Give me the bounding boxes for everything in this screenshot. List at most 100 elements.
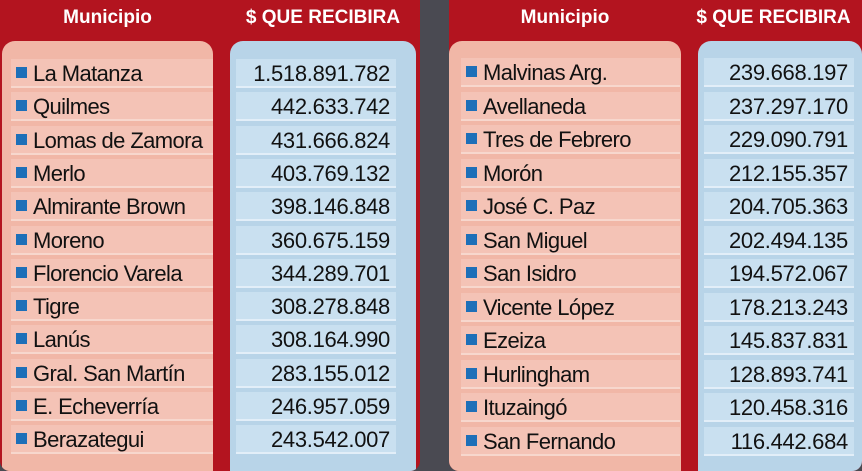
table-row-value: 204.705.363 — [704, 192, 854, 221]
table-row-value: 194.572.067 — [704, 259, 854, 288]
square-bullet-icon — [466, 100, 477, 111]
table-row-municipio: San Isidro — [461, 259, 680, 288]
municipio-label: Hurlingham — [483, 362, 590, 387]
header-que-recibira: $ QUE RECIBIRA — [696, 7, 851, 28]
table-row-municipio: Merlo — [11, 159, 213, 188]
square-bullet-icon — [16, 400, 27, 411]
table-row-municipio: Almirante Brown — [11, 192, 213, 221]
table-row-municipio: Morón — [461, 159, 680, 188]
table-row-value: 212.155.357 — [704, 159, 854, 188]
table-row-municipio: Ezeiza — [461, 326, 680, 355]
table-row-municipio: Malvinas Arg. — [461, 58, 680, 87]
table-row-municipio: Moreno — [11, 226, 213, 255]
table-right: Municipio $ QUE RECIBIRA Malvinas Arg. 23… — [449, 0, 862, 471]
square-bullet-icon — [466, 267, 477, 278]
municipio-label: Berazategui — [33, 427, 144, 452]
table-row-value: 1.518.891.782 — [236, 59, 396, 88]
table-row-municipio: Vicente López — [461, 293, 680, 322]
municipio-label: José C. Paz — [483, 194, 596, 219]
square-bullet-icon — [16, 67, 27, 78]
municipio-label: San Fernando — [483, 429, 616, 454]
square-bullet-icon — [466, 167, 477, 178]
square-bullet-icon — [466, 368, 477, 379]
header-municipio: Municipio — [520, 7, 610, 28]
municipio-label: Vicente López — [483, 295, 615, 320]
table-row-value: 243.542.007 — [236, 425, 396, 454]
municipio-label: Almirante Brown — [33, 194, 186, 219]
square-bullet-icon — [466, 435, 477, 446]
municipio-label: Tres de Febrero — [483, 127, 632, 152]
municipio-label: E. Echeverría — [33, 394, 159, 419]
table-row-municipio: La Matanza — [11, 59, 213, 88]
table-row-value: 237.297.170 — [704, 92, 854, 121]
table-row-municipio: Avellaneda — [461, 92, 680, 121]
municipio-label: Ituzaingó — [483, 395, 567, 420]
municipio-label: Tigre — [33, 294, 80, 319]
municipio-label: Gral. San Martín — [33, 361, 185, 386]
square-bullet-icon — [466, 234, 477, 245]
table-row-value: 360.675.159 — [236, 226, 396, 255]
municipio-label: Quilmes — [33, 94, 110, 119]
table-row-municipio: Tigre — [11, 292, 213, 321]
square-bullet-icon — [16, 367, 27, 378]
table-row-municipio: San Fernando — [461, 427, 680, 456]
table-row-municipio: Ituzaingó — [461, 393, 680, 422]
table-row-value: 442.633.742 — [236, 92, 396, 121]
table-row-value: 202.494.135 — [704, 226, 854, 255]
table-row-municipio: Hurlingham — [461, 360, 680, 389]
header-que-recibira: $ QUE RECIBIRA — [245, 7, 401, 28]
municipio-label: Lanús — [33, 327, 91, 352]
table-row-value: 229.090.791 — [704, 125, 854, 154]
municipio-label: Moreno — [33, 228, 105, 253]
square-bullet-icon — [16, 234, 27, 245]
table-row-value: 239.668.197 — [704, 58, 854, 87]
table-row-value: 120.458.316 — [704, 393, 854, 422]
table-row-municipio: E. Echeverría — [11, 392, 213, 421]
square-bullet-icon — [16, 333, 27, 344]
square-bullet-icon — [466, 334, 477, 345]
header-municipio: Municipio — [63, 7, 152, 28]
square-bullet-icon — [16, 100, 27, 111]
table-row-municipio: Lanús — [11, 325, 213, 354]
table-row-value: 403.769.132 — [236, 159, 396, 188]
table-row-municipio: Lomas de Zamora — [11, 126, 213, 155]
table-left: Municipio $ QUE RECIBIRA La Matanza 1.518… — [0, 0, 420, 471]
square-bullet-icon — [466, 301, 477, 312]
table-row-municipio: Berazategui — [11, 425, 213, 454]
municipio-label: Ezeiza — [483, 328, 546, 353]
table-row-value: 344.289.701 — [236, 259, 396, 288]
table-row-value: 246.957.059 — [236, 392, 396, 421]
table-row-municipio: Gral. San Martín — [11, 359, 213, 388]
table-row-municipio: San Miguel — [461, 226, 680, 255]
municipio-label: Malvinas Arg. — [483, 60, 608, 85]
square-bullet-icon — [16, 200, 27, 211]
municipio-label: Florencio Varela — [33, 261, 183, 286]
square-bullet-icon — [16, 433, 27, 444]
square-bullet-icon — [16, 134, 27, 145]
municipio-label: Avellaneda — [483, 94, 586, 119]
municipio-label: Merlo — [33, 161, 86, 186]
table-row-municipio: Tres de Febrero — [461, 125, 680, 154]
square-bullet-icon — [16, 267, 27, 278]
square-bullet-icon — [466, 200, 477, 211]
table-row-value: 283.155.012 — [236, 359, 396, 388]
square-bullet-icon — [466, 401, 477, 412]
table-row-municipio: Quilmes — [11, 92, 213, 121]
table-row-value: 178.213.243 — [704, 293, 854, 322]
municipio-label: Lomas de Zamora — [33, 128, 203, 153]
square-bullet-icon — [16, 300, 27, 311]
table-row-value: 128.893.741 — [704, 360, 854, 389]
table-row-municipio: José C. Paz — [461, 192, 680, 221]
table-row-value: 116.442.684 — [704, 427, 854, 456]
square-bullet-icon — [16, 167, 27, 178]
table-row-value: 398.146.848 — [236, 192, 396, 221]
table-row-value: 308.278.848 — [236, 292, 396, 321]
square-bullet-icon — [466, 133, 477, 144]
municipio-label: San Miguel — [483, 228, 588, 253]
municipio-label: La Matanza — [33, 61, 143, 86]
square-bullet-icon — [466, 66, 477, 77]
table-row-value: 145.837.831 — [704, 326, 854, 355]
municipio-label: Morón — [483, 161, 543, 186]
table-row-value: 308.164.990 — [236, 325, 396, 354]
table-row-value: 431.666.824 — [236, 126, 396, 155]
